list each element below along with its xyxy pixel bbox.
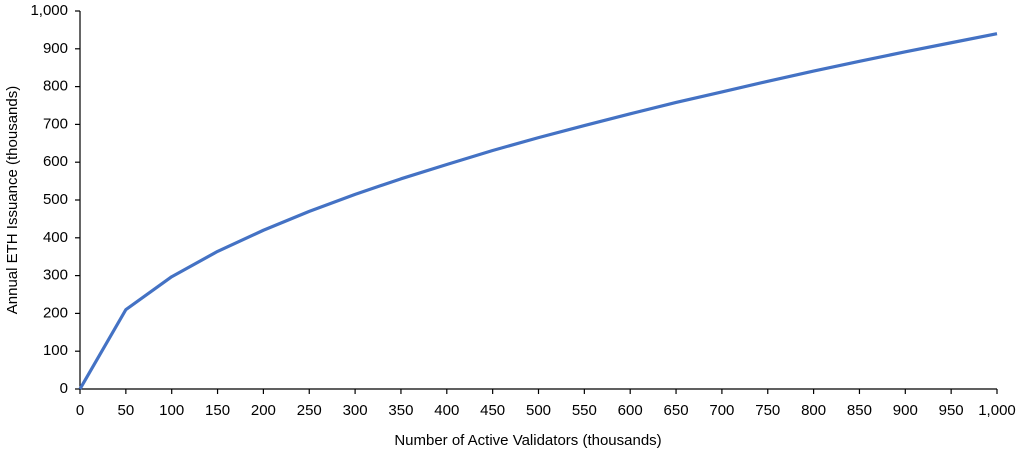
y-tick-label: 500 bbox=[43, 191, 68, 208]
x-tick-label: 0 bbox=[76, 402, 84, 419]
x-tick-label: 1,000 bbox=[978, 402, 1016, 419]
x-tick-label: 350 bbox=[388, 402, 413, 419]
y-tick-label: 700 bbox=[43, 115, 68, 132]
x-tick-label: 950 bbox=[939, 402, 964, 419]
x-tick-label: 600 bbox=[618, 402, 643, 419]
x-tick-label: 850 bbox=[847, 402, 872, 419]
x-tick-label: 200 bbox=[251, 402, 276, 419]
x-tick-label: 50 bbox=[118, 402, 135, 419]
y-tick-label: 600 bbox=[43, 153, 68, 170]
y-tick-label: 0 bbox=[60, 380, 68, 397]
y-tick-label: 300 bbox=[43, 267, 68, 284]
y-tick-label: 1,000 bbox=[30, 2, 68, 19]
y-tick-label: 800 bbox=[43, 78, 68, 95]
x-tick-label: 700 bbox=[709, 402, 734, 419]
y-tick-label: 100 bbox=[43, 342, 68, 359]
x-tick-label: 650 bbox=[664, 402, 689, 419]
y-tick-label: 400 bbox=[43, 229, 68, 246]
x-tick-label: 400 bbox=[434, 402, 459, 419]
x-tick-label: 300 bbox=[343, 402, 368, 419]
x-tick-label: 900 bbox=[893, 402, 918, 419]
x-tick-label: 500 bbox=[526, 402, 551, 419]
y-axis-title: Annual ETH Issuance (thousands) bbox=[4, 86, 21, 314]
x-tick-label: 150 bbox=[205, 402, 230, 419]
x-tick-label: 800 bbox=[801, 402, 826, 419]
x-tick-label: 550 bbox=[572, 402, 597, 419]
x-tick-label: 250 bbox=[297, 402, 322, 419]
x-tick-label: 450 bbox=[480, 402, 505, 419]
x-axis-title: Number of Active Validators (thousands) bbox=[394, 432, 661, 449]
x-tick-label: 100 bbox=[159, 402, 184, 419]
y-tick-label: 900 bbox=[43, 40, 68, 57]
y-tick-label: 200 bbox=[43, 304, 68, 321]
data-line bbox=[78, 32, 998, 390]
x-tick-label: 750 bbox=[755, 402, 780, 419]
